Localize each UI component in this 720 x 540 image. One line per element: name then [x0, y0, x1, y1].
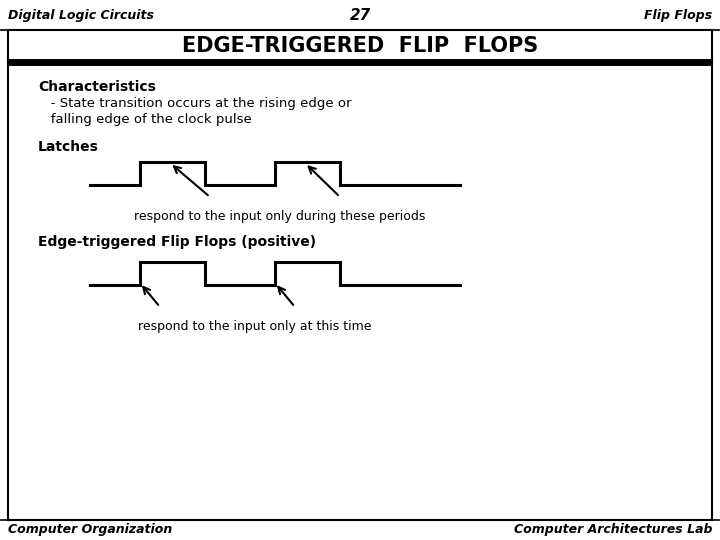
Text: Latches: Latches	[38, 140, 99, 154]
Text: Digital Logic Circuits: Digital Logic Circuits	[8, 9, 154, 22]
Text: Computer Organization: Computer Organization	[8, 523, 172, 537]
Text: EDGE-TRIGGERED  FLIP  FLOPS: EDGE-TRIGGERED FLIP FLOPS	[182, 36, 538, 56]
Text: Flip Flops: Flip Flops	[644, 9, 712, 22]
Text: Characteristics: Characteristics	[38, 80, 156, 94]
Text: - State transition occurs at the rising edge or: - State transition occurs at the rising …	[38, 97, 351, 110]
Text: respond to the input only during these periods: respond to the input only during these p…	[135, 210, 426, 223]
Text: Edge-triggered Flip Flops (positive): Edge-triggered Flip Flops (positive)	[38, 235, 316, 249]
Bar	[8, 62, 712, 520]
Text: Computer Architectures Lab: Computer Architectures Lab	[513, 523, 712, 537]
Text: 27: 27	[349, 8, 371, 23]
Text: falling edge of the clock pulse: falling edge of the clock pulse	[38, 113, 252, 126]
Text: respond to the input only at this time: respond to the input only at this time	[138, 320, 372, 333]
Bar	[8, 30, 712, 62]
